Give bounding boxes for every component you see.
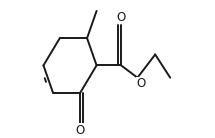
Text: O: O xyxy=(76,124,85,137)
Text: O: O xyxy=(117,10,126,24)
Text: O: O xyxy=(136,77,146,90)
